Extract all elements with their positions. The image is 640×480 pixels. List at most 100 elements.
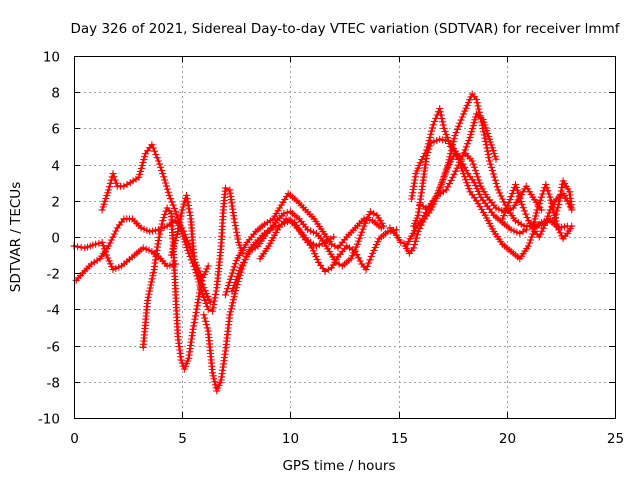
plus-marker: [413, 231, 421, 239]
y-tick-label: 10: [43, 50, 60, 66]
plus-marker: [543, 184, 551, 192]
plus-marker: [530, 218, 538, 226]
plus-marker: [293, 221, 300, 229]
plus-marker: [156, 160, 163, 168]
plus-marker: [535, 200, 543, 207]
y-tick-label: 6: [51, 122, 60, 138]
plus-marker: [175, 221, 183, 229]
plus-marker: [201, 287, 209, 295]
plus-marker: [100, 200, 108, 208]
y-tick-label: 4: [51, 159, 60, 175]
plus-marker: [492, 180, 500, 187]
plus-marker: [233, 232, 241, 240]
plus-marker: [450, 135, 458, 143]
plus-marker: [494, 186, 502, 194]
chart-title: Day 326 of 2021, Sidereal Day-to-day VTE…: [71, 21, 621, 37]
plus-marker: [154, 157, 162, 165]
plus-marker: [464, 140, 471, 148]
plus-marker: [184, 246, 192, 254]
plus-marker: [304, 226, 312, 234]
plus-marker: [145, 290, 153, 298]
plus-marker: [276, 204, 284, 212]
plus-marker: [204, 262, 212, 270]
plus-marker: [469, 160, 477, 168]
plus-marker: [457, 161, 465, 169]
plus-marker: [157, 163, 165, 171]
plus-marker: [193, 272, 201, 280]
plus-marker: [185, 205, 193, 213]
plus-marker: [504, 202, 512, 210]
plus-marker: [184, 198, 192, 206]
plus-marker: [149, 144, 157, 152]
plus-marker: [472, 182, 480, 190]
plus-marker: [158, 220, 166, 228]
plus-marker: [476, 203, 484, 211]
plus-marker: [480, 131, 488, 139]
plus-marker: [294, 224, 302, 232]
y-tick-label: -8: [47, 376, 60, 392]
plus-marker: [429, 121, 437, 129]
plus-marker: [513, 228, 521, 236]
plus-marker: [558, 184, 566, 192]
plus-marker: [507, 226, 515, 234]
plus-marker: [210, 375, 218, 383]
plus-marker: [546, 193, 554, 201]
plus-marker: [416, 224, 424, 232]
plus-marker: [548, 202, 556, 210]
plus-marker: [489, 170, 497, 178]
plus-marker: [462, 176, 470, 184]
plus-marker: [203, 302, 211, 310]
plus-marker: [236, 267, 243, 275]
plus-marker: [430, 138, 438, 146]
plus-marker: [428, 127, 436, 135]
plus-marker: [193, 302, 201, 310]
plus-marker: [192, 312, 199, 320]
plus-marker: [227, 305, 235, 313]
plus-marker: [441, 127, 449, 135]
plus-marker: [489, 147, 497, 155]
plus-marker: [312, 253, 320, 260]
plus-marker: [416, 159, 424, 167]
plus-marker: [550, 217, 558, 225]
plus-marker: [196, 281, 204, 289]
plus-marker: [172, 208, 180, 216]
plus-marker: [178, 209, 186, 217]
plus-marker: [231, 279, 239, 286]
plus-marker: [374, 238, 382, 246]
plus-marker: [364, 214, 372, 221]
plus-marker: [443, 165, 451, 173]
plus-marker: [348, 252, 356, 260]
plus-marker: [177, 212, 185, 220]
plus-marker: [178, 206, 186, 214]
plus-marker: [436, 105, 444, 112]
plus-marker: [529, 224, 537, 232]
plus-marker: [313, 255, 321, 263]
plus-marker: [202, 299, 210, 307]
plus-marker: [173, 231, 181, 238]
plus-marker: [365, 259, 373, 267]
plus-marker: [210, 297, 218, 305]
plus-marker: [366, 256, 374, 264]
plus-marker: [522, 210, 530, 218]
plus-marker: [491, 176, 499, 184]
plus-marker: [105, 257, 113, 265]
plus-marker: [468, 128, 476, 136]
plus-marker: [312, 242, 320, 250]
plus-marker: [163, 185, 171, 193]
plus-marker: [160, 173, 168, 181]
x-tick-label: 25: [607, 431, 624, 447]
plus-marker: [210, 301, 218, 308]
plus-marker: [425, 137, 433, 145]
plus-marker: [482, 141, 490, 149]
plus-marker: [534, 203, 542, 211]
plus-marker: [231, 260, 239, 268]
plus-marker: [453, 125, 461, 133]
plus-marker: [542, 181, 550, 188]
plus-marker: [554, 204, 562, 212]
plus-marker: [410, 182, 418, 190]
plus-marker: [418, 156, 426, 164]
series-track-8: [228, 208, 387, 295]
plus-marker: [439, 136, 447, 144]
plus-marker: [419, 218, 427, 226]
